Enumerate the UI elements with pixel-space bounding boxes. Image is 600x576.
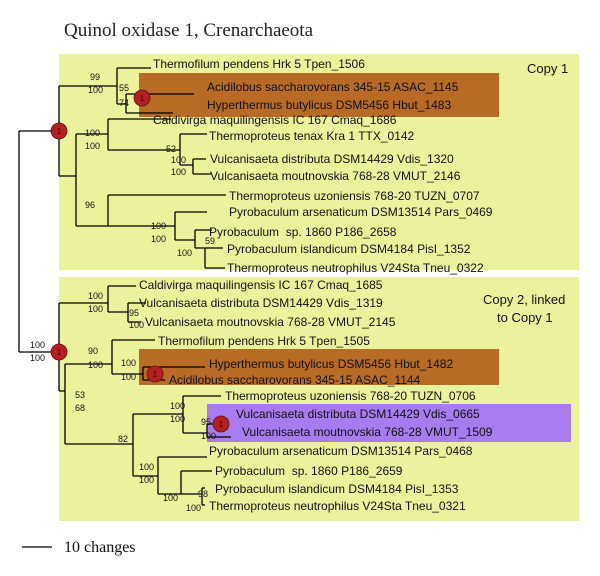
leaf-label-copy1-11: Pyrobaculum islandicum DSM4184 PisI_1352 — [227, 242, 471, 256]
support-c2-tpen-lower: 100 — [88, 360, 103, 370]
support-c1-top-upper: 99 — [90, 72, 100, 82]
leaf-label-copy1-5: Thermoproteus tenax Kra 1 TTX_0142 — [209, 129, 415, 143]
support-c1-clade2-upper: 100 — [85, 128, 100, 138]
scale-bar-label: 10 changes — [64, 539, 136, 556]
leaf-label-copy2-4: Thermofilum pendens Hrk 5 Tpen_1505 — [158, 334, 370, 348]
leaf-label-copy1-6: Vulcanisaeta distributa DSM14429 Vdis_13… — [210, 152, 454, 166]
leaf-label-copy2-3: Vulcanisaeta moutnovskia 768-28 VMUT_214… — [145, 315, 396, 329]
support-c2-rest-lower: 68 — [75, 403, 85, 413]
support-c2-pisl-lower: 100 — [186, 503, 201, 513]
support-c2-pyro-upper: 100 — [139, 462, 154, 472]
node-marker-copy2-root-label: 1 — [57, 348, 62, 357]
leaf-label-copy2-7: Thermoproteus uzoniensis 768-20 TUZN_070… — [225, 389, 476, 403]
node-marker-copy1-asac — [133, 89, 151, 107]
support-c2-vulc-upper-b: 95 — [201, 417, 211, 427]
copy2-label-line1: Copy 2, linked — [483, 292, 565, 307]
node-marker-copy2-vulc-label: 1 — [219, 420, 224, 429]
support-root-bottom: 100 — [30, 353, 45, 363]
copy1-label: Copy 1 — [527, 61, 568, 76]
support-c1-p186: 100 — [177, 248, 192, 258]
copy2-label-line2: to Copy 1 — [497, 310, 553, 325]
tree-branches — [18, 67, 231, 548]
leaf-label-copy1-3: Hyperthermus butylicus DSM5456 Hbut_1483 — [207, 98, 451, 112]
support-c2-pyro-lower: 100 — [139, 475, 154, 485]
support-c1-vulc-lower: 100 — [171, 167, 186, 177]
support-c1-clade2-lower: 100 — [85, 141, 100, 151]
leaf-label-copy2-1: Caldivirga maquilingensis IC 167 Cmaq_16… — [139, 278, 383, 292]
support-c1-clade3: 96 — [85, 200, 95, 210]
leaf-label-copy2-11: Pyrobaculum sp. 1860 P186_2659 — [215, 464, 403, 478]
leaf-label-copy2-10: Pyrobaculum arsenaticum DSM13514 Pars_04… — [209, 444, 473, 458]
leaf-label-copy2-6: Acidilobus saccharovorans 345-15 ASAC_11… — [169, 373, 421, 387]
leaf-label-copy2-12: Pyrobaculum islandicum DSM4184 PisI_1353 — [215, 482, 459, 496]
leaf-label-copy1-4: Caldivirga maquilingensis IC 167 Cmaq_16… — [153, 113, 397, 127]
leaf-label-copy1-12: Thermoproteus neutrophilus V24Sta Tneu_0… — [227, 261, 484, 275]
node-markers: 1 1 1 1 1 — [50, 89, 230, 433]
leaf-label-copy1-1: Thermofilum pendens Hrk 5 Tpen_1506 — [153, 57, 365, 71]
support-c2-vulc-lower: 100 — [129, 320, 144, 330]
leaf-label-copy2-2: Vulcanisaeta distributa DSM14429 Vdis_13… — [139, 296, 383, 310]
support-values: 100 100 99 100 55 74 100 100 52 100 100 … — [30, 72, 216, 513]
leaf-label-copy1-9: Pyrobaculum arsenaticum DSM13514 Pars_04… — [229, 205, 493, 219]
node-marker-copy2-vulc — [212, 415, 230, 433]
leaf-label-copy2-13: Thermoproteus neutrophilus V24Sta Tneu_0… — [209, 499, 466, 513]
copy1-highlight-box — [139, 73, 499, 117]
support-c2-hbut-asac-lower: 100 — [121, 372, 136, 382]
node-marker-copy1-root-label: 1 — [57, 127, 62, 136]
leaf-label-copy1-8: Thermoproteus uzoniensis 768-20 TUZN_070… — [229, 189, 480, 203]
node-marker-copy1-root — [50, 122, 68, 140]
copy2-group-background — [59, 277, 579, 521]
copy2-purple-highlight-box — [207, 404, 571, 442]
support-c2-hbut-asac-upper: 100 — [121, 358, 136, 368]
support-c2-clade: 82 — [118, 434, 128, 444]
figure-title: Quinol oxidase 1, Crenarchaeota — [64, 20, 314, 41]
support-c1-asac-hbut-upper: 55 — [119, 83, 129, 93]
support-c2-p186: 100 — [163, 493, 178, 503]
support-c2-caldi-upper: 100 — [88, 291, 103, 301]
support-c2-vulc-lower-b: 100 — [201, 431, 216, 441]
support-c1-pisl: 59 — [205, 236, 215, 246]
support-c2-tuzn-lower: 100 — [170, 414, 185, 424]
node-marker-copy2-hbut — [146, 365, 164, 383]
support-c2-tuzn-upper: 100 — [170, 401, 185, 411]
support-c1-pyro-lower: 100 — [151, 234, 166, 244]
node-marker-copy2-hbut-label: 1 — [153, 370, 158, 379]
node-marker-copy2-root — [50, 343, 68, 361]
support-c1-ttx: 52 — [166, 144, 176, 154]
support-c2-caldi-lower: 100 — [88, 304, 103, 314]
support-c1-pyro-upper: 100 — [151, 221, 166, 231]
support-c2-rest-upper: 53 — [75, 390, 85, 400]
leaf-labels: Thermofilum pendens Hrk 5 Tpen_1506 Acidi… — [139, 57, 493, 513]
leaf-label-copy1-7: Vulcanisaeta moutnovskia 768-28 VMUT_214… — [210, 169, 461, 183]
support-c1-asac-hbut-lower: 74 — [119, 98, 129, 108]
support-c2-tpen-upper: 90 — [88, 346, 98, 356]
leaf-label-copy2-8: Vulcanisaeta distributa DSM14429 Vdis_06… — [236, 407, 480, 421]
leaf-label-copy1-10: Pyrobaculum sp. 1860 P186_2658 — [209, 225, 397, 239]
support-c2-vulc-upper: 95 — [129, 308, 139, 318]
leaf-label-copy2-5: Hyperthermus butylicus DSM5456 Hbut_1482 — [209, 357, 453, 371]
support-root-top: 100 — [30, 340, 45, 350]
node-marker-copy1-asac-label: 1 — [140, 94, 145, 103]
support-c2-pisl-upper: 98 — [198, 489, 208, 499]
support-c1-top-lower: 100 — [88, 85, 103, 95]
support-c1-vulc-upper: 100 — [171, 155, 186, 165]
leaf-label-copy2-9: Vulcanisaeta moutnovskia 768-28 VMUT_150… — [242, 425, 493, 439]
leaf-label-copy1-2: Acidilobus saccharovorans 345-15 ASAC_11… — [207, 80, 459, 94]
